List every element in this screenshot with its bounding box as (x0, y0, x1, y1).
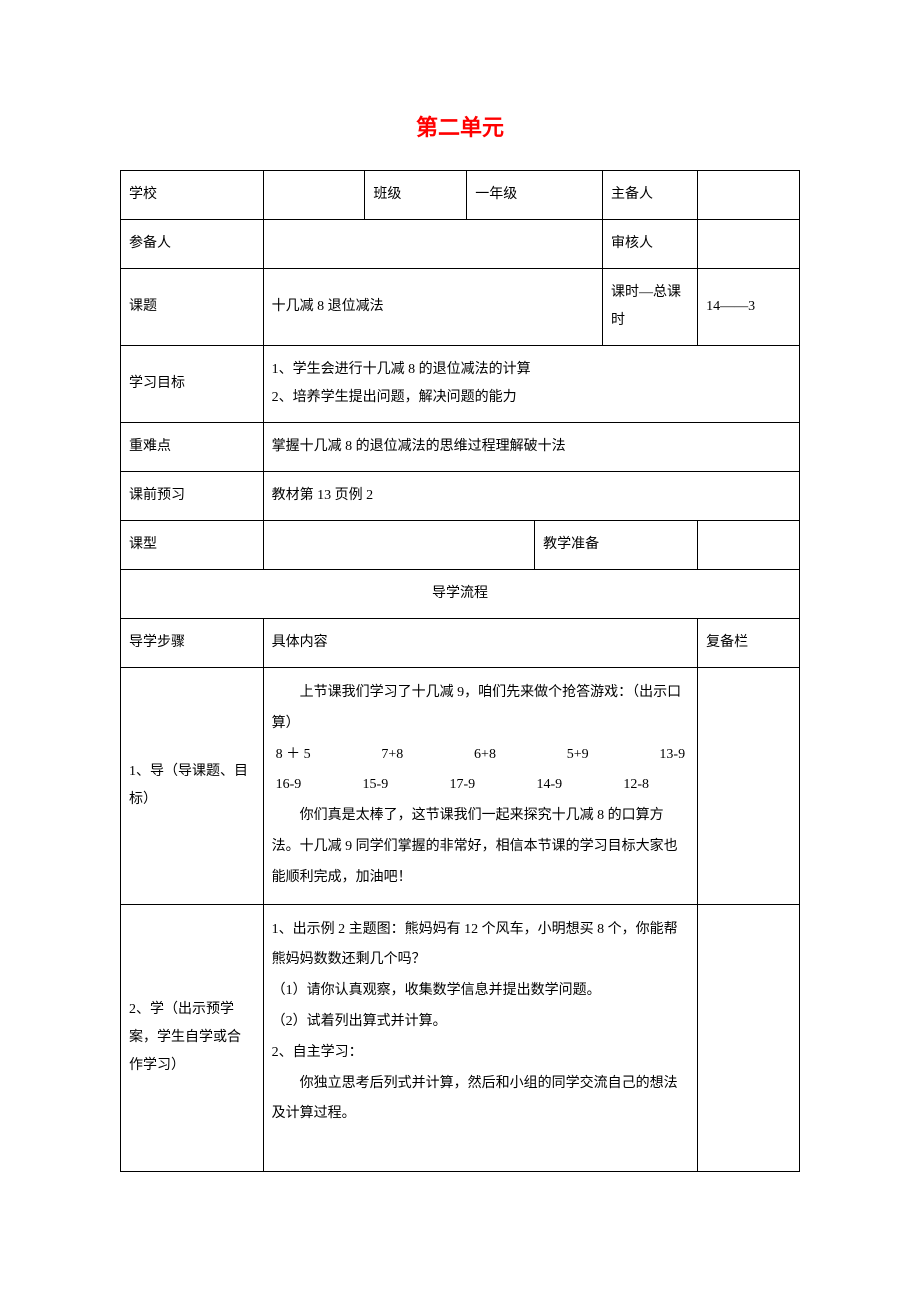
type-label: 课型 (121, 521, 264, 570)
school-label: 学校 (121, 171, 264, 220)
row-topic: 课题 十几减 8 退位减法 课时—总课时 14——3 (121, 269, 800, 346)
lesson-plan-page: 第二单元 学校 班级 一年级 主备人 参备人 审核人 课题 (0, 0, 920, 1232)
math-expr: 8 ＋ 5 (276, 740, 311, 771)
period-value: 14——3 (698, 269, 800, 346)
step2-p4: 2、自主学习： (272, 1045, 363, 1060)
step1-notes (698, 668, 800, 905)
row-step-1: 1、导（导课题、目标） 上节课我们学习了十几减 9，咱们先来做个抢答游戏：（出示… (121, 668, 800, 905)
row-flow-heading: 导学流程 (121, 570, 800, 619)
step2-p3: （2）试着列出算式并计算。 (272, 1014, 447, 1029)
step2-notes (698, 904, 800, 1171)
row-objective: 学习目标 1、学生会进行十几减 8 的退位减法的计算 2、培养学生提出问题，解决… (121, 346, 800, 423)
step2-p1: 1、出示例 2 主题图：熊妈妈有 12 个风车，小明想买 8 个，你能帮熊妈妈数… (272, 922, 678, 968)
page-title: 第二单元 (120, 110, 800, 142)
flow-notes-label: 复备栏 (698, 619, 800, 668)
row-school: 学校 班级 一年级 主备人 (121, 171, 800, 220)
topic-value: 十几减 8 退位减法 (263, 269, 602, 346)
flow-content-label: 具体内容 (263, 619, 698, 668)
difficulty-label: 重难点 (121, 423, 264, 472)
class-value: 一年级 (467, 171, 603, 220)
math-expr: 7+8 (381, 740, 403, 771)
reviewer-label: 审核人 (603, 220, 698, 269)
row-flow-headers: 导学步骤 具体内容 复备栏 (121, 619, 800, 668)
difficulty-value: 掌握十几减 8 的退位减法的思维过程理解破十法 (263, 423, 799, 472)
row-step-2: 2、学（出示预学案，学生自学或合作学习） 1、出示例 2 主题图：熊妈妈有 12… (121, 904, 800, 1171)
step1-math-row-2: 16-9 15-9 17-9 14-9 12-8 (272, 770, 690, 801)
preparer-value (698, 171, 800, 220)
math-expr: 12-8 (623, 770, 649, 801)
preview-label: 课前预习 (121, 472, 264, 521)
period-label: 课时—总课时 (603, 269, 698, 346)
math-expr: 13-9 (659, 740, 685, 771)
math-expr: 6+8 (474, 740, 496, 771)
class-label: 班级 (365, 171, 467, 220)
objective-value: 1、学生会进行十几减 8 的退位减法的计算 2、培养学生提出问题，解决问题的能力 (263, 346, 799, 423)
coauthor-value (263, 220, 602, 269)
reviewer-value (698, 220, 800, 269)
step1-label: 1、导（导课题、目标） (121, 668, 264, 905)
coauthor-label: 参备人 (121, 220, 264, 269)
math-expr: 5+9 (567, 740, 589, 771)
row-difficulty: 重难点 掌握十几减 8 的退位减法的思维过程理解破十法 (121, 423, 800, 472)
lesson-plan-table: 学校 班级 一年级 主备人 参备人 审核人 课题 十几减 8 退位减法 课时—总… (120, 170, 800, 1172)
step2-label: 2、学（出示预学案，学生自学或合作学习） (121, 904, 264, 1171)
step2-p2: （1）请你认真观察，收集数学信息并提出数学问题。 (272, 983, 601, 998)
math-expr: 17-9 (449, 770, 475, 801)
school-value (263, 171, 365, 220)
objective-label: 学习目标 (121, 346, 264, 423)
flow-heading: 导学流程 (121, 570, 800, 619)
preparer-label: 主备人 (603, 171, 698, 220)
math-expr: 15-9 (363, 770, 389, 801)
step1-content: 上节课我们学习了十几减 9，咱们先来做个抢答游戏：（出示口算） 8 ＋ 5 7+… (263, 668, 698, 905)
objective-line-2: 2、培养学生提出问题，解决问题的能力 (272, 390, 517, 405)
step1-math-row-1: 8 ＋ 5 7+8 6+8 5+9 13-9 (272, 740, 690, 771)
row-coauthor: 参备人 审核人 (121, 220, 800, 269)
step1-p2: 你们真是太棒了，这节课我们一起来探究十几减 8 的口算方法。十几减 9 同学们掌… (272, 801, 690, 893)
math-expr: 14-9 (536, 770, 562, 801)
step2-p5: 你独立思考后列式并计算，然后和小组的同学交流自己的想法及计算过程。 (272, 1069, 690, 1131)
objective-line-1: 1、学生会进行十几减 8 的退位减法的计算 (272, 362, 531, 377)
topic-label: 课题 (121, 269, 264, 346)
type-value (263, 521, 535, 570)
row-preview: 课前预习 教材第 13 页例 2 (121, 472, 800, 521)
row-type: 课型 教学准备 (121, 521, 800, 570)
step2-content: 1、出示例 2 主题图：熊妈妈有 12 个风车，小明想买 8 个，你能帮熊妈妈数… (263, 904, 698, 1171)
prep-label: 教学准备 (535, 521, 698, 570)
preview-value: 教材第 13 页例 2 (263, 472, 799, 521)
math-expr: 16-9 (276, 770, 302, 801)
flow-step-label: 导学步骤 (121, 619, 264, 668)
prep-value (698, 521, 800, 570)
step1-p1: 上节课我们学习了十几减 9，咱们先来做个抢答游戏：（出示口算） (272, 678, 690, 740)
